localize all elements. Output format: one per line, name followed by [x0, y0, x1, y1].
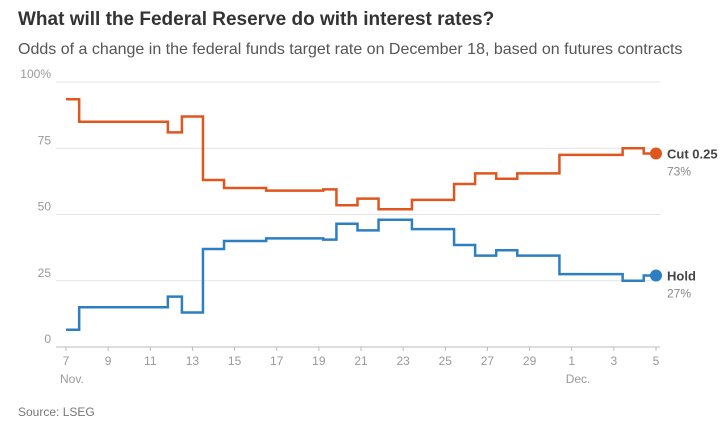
grid-lines: [56, 81, 660, 348]
series-value-label-hold: 27%: [667, 286, 691, 300]
series-line-cut-0-25: [66, 97, 656, 211]
y-tick-label-75: 75: [38, 133, 52, 147]
x-tick-month-label: Dec.: [566, 372, 591, 386]
source-note: Source: LSEG: [18, 405, 95, 419]
x-tick-label: 9: [105, 354, 112, 368]
series-line-hold: [66, 218, 656, 332]
y-tick-label-0: 0: [44, 332, 51, 346]
x-tick-label: 19: [312, 354, 326, 368]
x-tick-label: 25: [439, 354, 453, 368]
x-tick-label: 13: [186, 354, 200, 368]
x-tick-label: 17: [270, 354, 284, 368]
series-value-label-cut-0-25: 73%: [667, 165, 691, 179]
chart-title: What will the Federal Reserve do with in…: [18, 9, 495, 30]
x-tick-label: 5: [653, 354, 660, 368]
y-tick-label-100: 100%: [20, 67, 51, 81]
series-end-point-hold: [650, 269, 662, 282]
x-tick-month-label: Nov.: [60, 372, 84, 386]
y-tick-label-25: 25: [38, 266, 52, 280]
series-group: Cut 0.25 73% Hold 27%: [66, 97, 718, 332]
x-tick-label: 7: [63, 354, 70, 368]
series-name-label-cut-0-25: Cut 0.25: [667, 147, 718, 162]
series-end-point-cut-0-25: [650, 147, 662, 160]
x-tick-label: 3: [611, 354, 618, 368]
x-tick-label: 29: [523, 354, 537, 368]
series-name-label-hold: Hold: [667, 268, 696, 283]
x-tick-label: 11: [144, 354, 157, 368]
x-axis: 7 Nov. 9 11 13 15 17 19 21 23 25 27 29 1 Dec. 3 5: [60, 347, 660, 386]
x-tick-label: 21: [354, 354, 368, 368]
chart-subtitle: Odds of a change in the federal funds ta…: [18, 41, 683, 58]
x-tick-label: 27: [481, 354, 495, 368]
y-axis: 0 25 50 75 100%: [20, 67, 51, 346]
x-tick-label: 23: [396, 354, 410, 368]
y-tick-label-50: 50: [38, 200, 52, 214]
x-tick-label: 1: [568, 354, 575, 368]
x-tick-label: 15: [228, 354, 242, 368]
